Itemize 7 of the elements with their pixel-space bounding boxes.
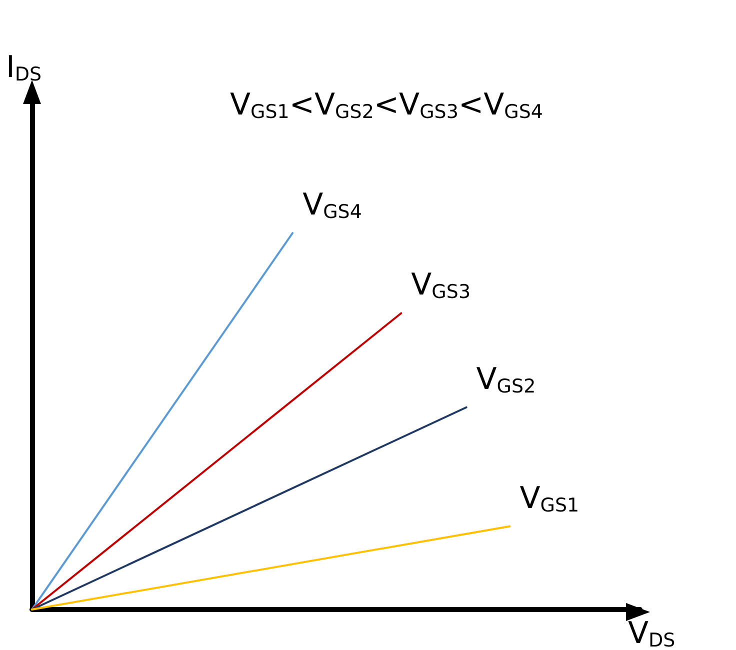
text: VGS1<VGS2<VGS3<VGS4 [230,88,543,123]
series-label: VGS3 [411,268,471,304]
y-axis-title: IDS [6,50,42,86]
series-label: VGS2 [476,362,536,398]
x-axis-title: VDS [628,616,676,650]
series-label: VGS4 [302,188,362,224]
series-label: VGS1 [520,480,580,516]
